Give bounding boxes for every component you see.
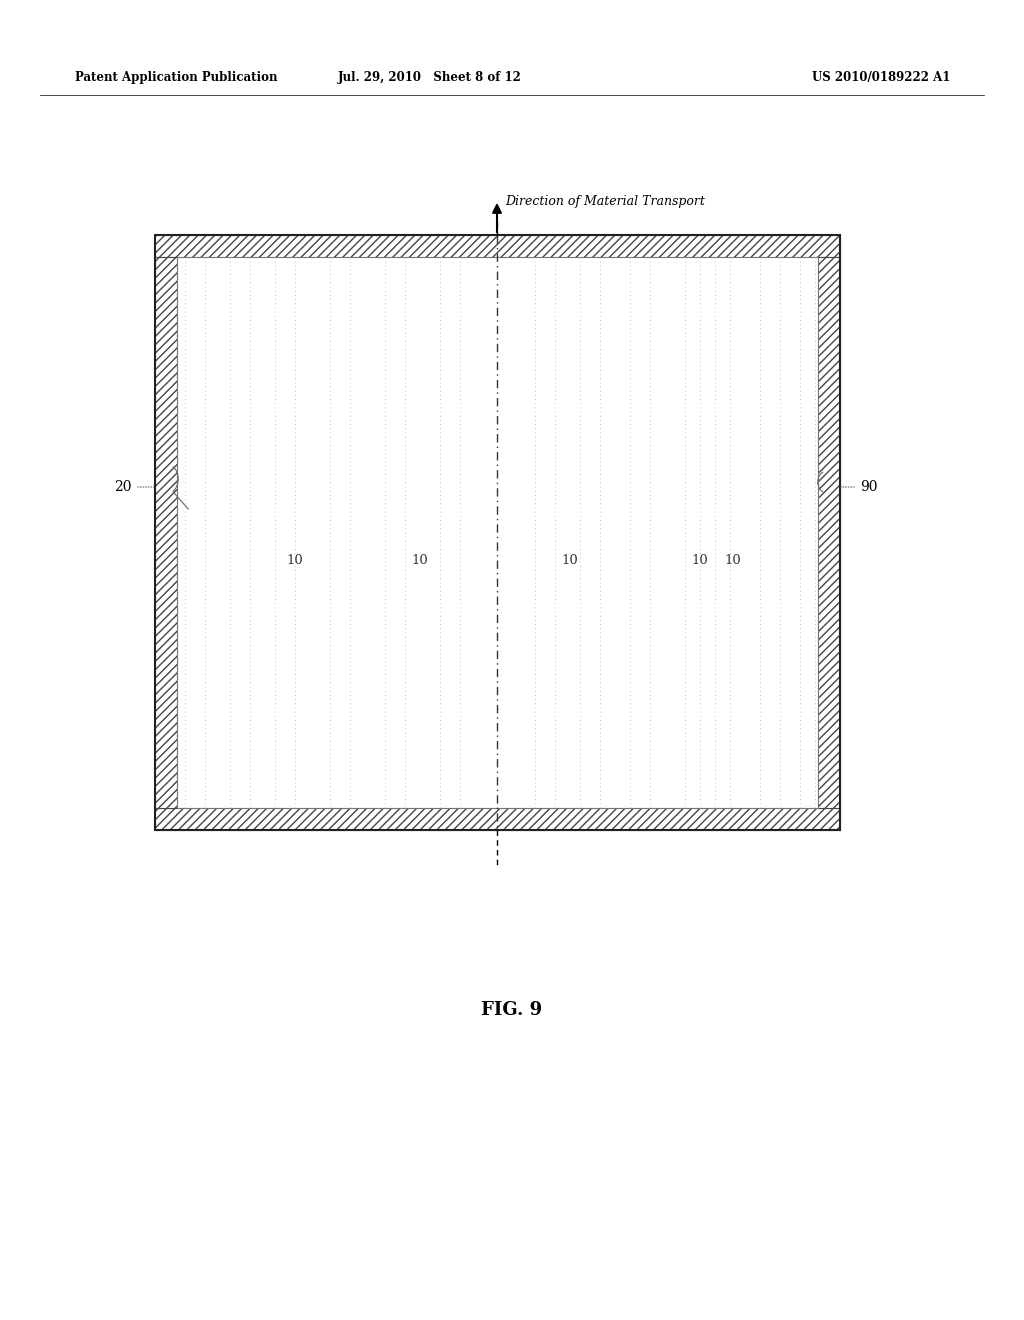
Bar [155, 257, 177, 808]
Bar [155, 808, 840, 830]
Bar [155, 235, 840, 830]
Text: 10: 10 [691, 553, 709, 566]
Bar [177, 257, 818, 808]
Text: 10: 10 [412, 553, 428, 566]
Bar [818, 257, 840, 808]
Text: FIG. 9: FIG. 9 [481, 1001, 543, 1019]
Text: 10: 10 [287, 553, 303, 566]
Text: Patent Application Publication: Patent Application Publication [75, 71, 278, 84]
Bar [155, 235, 840, 257]
Text: 90: 90 [860, 480, 878, 494]
Text: 20: 20 [115, 480, 132, 494]
Text: Direction of Material Transport: Direction of Material Transport [505, 195, 705, 209]
Bar [177, 257, 818, 808]
Text: 10: 10 [725, 553, 741, 566]
Text: US 2010/0189222 A1: US 2010/0189222 A1 [812, 71, 950, 84]
Text: 10: 10 [561, 553, 579, 566]
Text: Jul. 29, 2010   Sheet 8 of 12: Jul. 29, 2010 Sheet 8 of 12 [338, 71, 522, 84]
